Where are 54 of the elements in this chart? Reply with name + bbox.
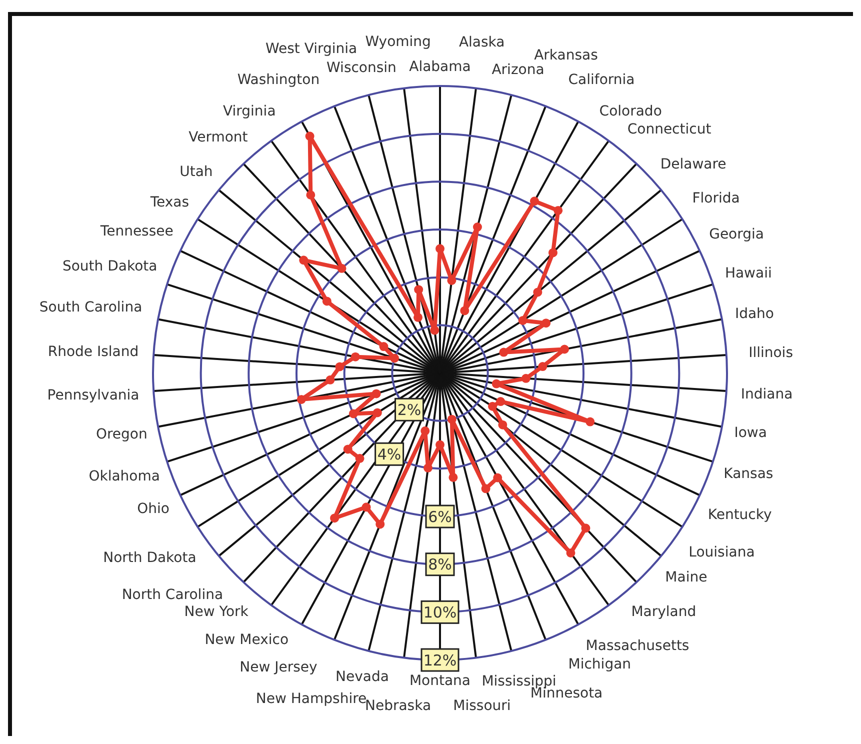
spoke-label: Oregon: [96, 426, 148, 443]
spoke-label: Kansas: [724, 466, 774, 482]
spoke-label: Wyoming: [365, 34, 431, 50]
y-tick-label: 12%: [423, 651, 457, 670]
spoke-label: Louisiana: [688, 544, 755, 561]
spoke-label: New Hampshire: [256, 690, 367, 707]
spoke-label: Virginia: [222, 104, 276, 120]
spoke-label: West Virginia: [265, 40, 358, 57]
spoke-label: Indiana: [740, 386, 793, 402]
spoke-label: Maryland: [631, 604, 696, 620]
spoke-label: Maine: [665, 570, 708, 586]
spoke-label: Oklahoma: [88, 468, 160, 484]
spoke-label: Illinois: [748, 345, 793, 362]
spoke-label: Alaska: [458, 34, 505, 51]
spoke-label: Iowa: [734, 425, 767, 442]
spoke-label: Rhode Island: [48, 344, 139, 360]
spoke-label: Texas: [149, 194, 190, 210]
y-tick-label: 2%: [397, 400, 422, 419]
y-tick-label: 10%: [423, 603, 457, 622]
spoke-label: Georgia: [709, 226, 764, 242]
spoke-label: Delaware: [660, 156, 726, 172]
y-tick-label: 8%: [428, 556, 452, 574]
y-tick-label: 6%: [428, 508, 452, 526]
spoke-label: California: [568, 72, 635, 88]
spoke-label: Massachusetts: [586, 638, 690, 654]
spoke-label: Tennessee: [99, 223, 174, 240]
spoke-label: New York: [184, 604, 250, 620]
spoke-label: Michigan: [568, 656, 632, 672]
spoke-label: South Carolina: [39, 299, 142, 316]
spoke-label: Nebraska: [364, 698, 432, 714]
spoke-label: Kentucky: [708, 506, 772, 523]
spoke-label: Washington: [237, 72, 320, 88]
spoke-label: South Dakota: [62, 258, 158, 275]
spoke-label: New Mexico: [204, 632, 289, 648]
spoke-label: Ohio: [137, 500, 170, 517]
spoke-label: Wisconsin: [326, 60, 396, 76]
spoke-label: Arkansas: [534, 48, 598, 64]
spoke-label: Alabama: [409, 58, 471, 75]
spoke-label: New Jersey: [240, 660, 318, 676]
y-tick-label: 4%: [377, 445, 402, 464]
spoke-label: Arizona: [492, 62, 544, 78]
spoke-label: Idaho: [734, 306, 774, 322]
spoke-label: Connecticut: [627, 122, 712, 138]
spoke-label: Colorado: [599, 104, 662, 120]
spoke-label: North Dakota: [103, 550, 196, 566]
spoke-label: Hawaii: [724, 266, 772, 282]
spoke-label: Montana: [409, 672, 471, 689]
spoke-label: Pennsylvania: [47, 388, 140, 404]
spoke-label: Nevada: [336, 668, 389, 685]
spoke-label: Vermont: [188, 130, 248, 146]
spoke-label: North Carolina: [122, 587, 224, 604]
spoke-label: Missouri: [453, 698, 511, 714]
spoke-label: Utah: [180, 164, 213, 180]
spoke-label: Florida: [692, 190, 740, 207]
